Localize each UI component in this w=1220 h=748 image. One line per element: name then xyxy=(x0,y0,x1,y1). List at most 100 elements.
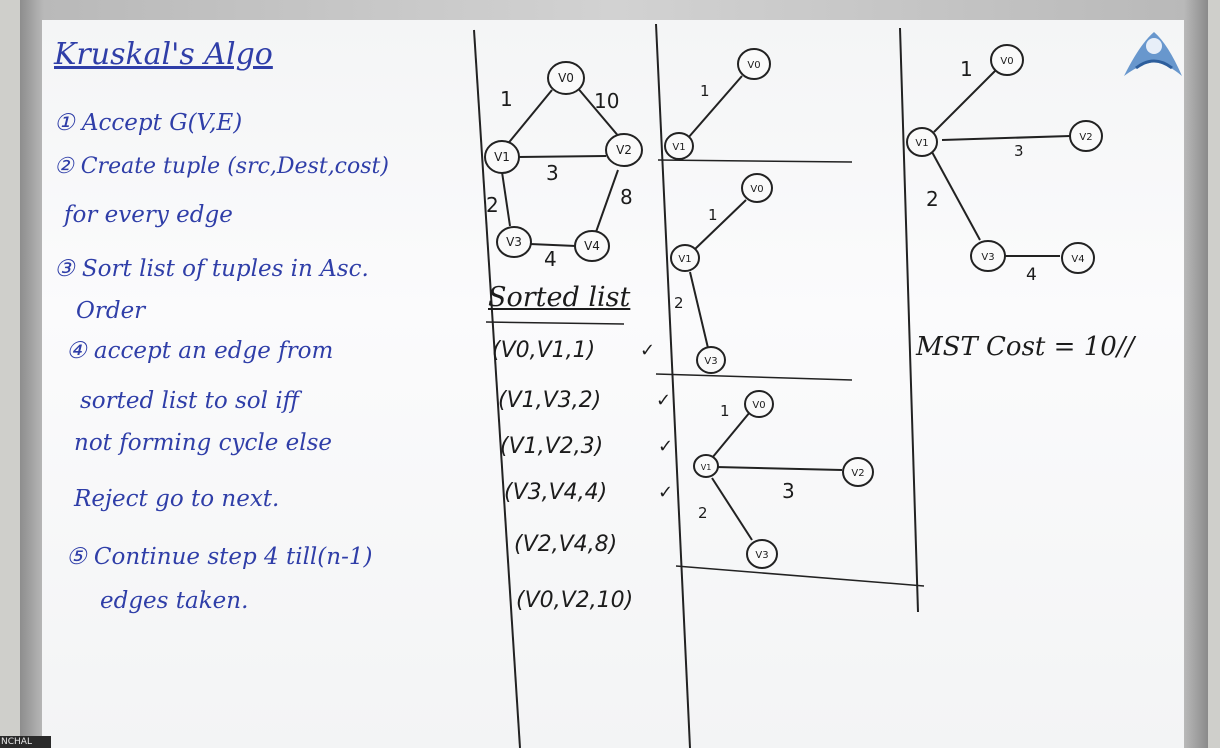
graph-edge-v3-v4 xyxy=(529,243,577,247)
s1-node-v0 xyxy=(737,48,771,80)
s3-edge-v0-v1 xyxy=(711,411,751,459)
final-node-v1 xyxy=(906,127,938,157)
step-3: ③ Sort list of tuples in Asc. xyxy=(54,256,369,282)
graph-node-v3 xyxy=(496,226,532,258)
step-3-cont: Order xyxy=(76,298,146,324)
final-label-v0: V0 xyxy=(1000,56,1013,67)
final-node-v3 xyxy=(970,240,1006,272)
s3-label-v2: V2 xyxy=(851,468,864,479)
s2-label-v3: V3 xyxy=(704,356,717,367)
s1-label-v1: V1 xyxy=(672,142,685,153)
s2-cost-1: 1 xyxy=(708,206,718,224)
sorted-underline xyxy=(485,321,625,325)
step-5-cont: edges taken. xyxy=(100,588,249,614)
s3-edge-v1-v3 xyxy=(711,477,753,541)
s3-node-v0 xyxy=(744,390,774,418)
graph-label-v4: V4 xyxy=(584,239,600,253)
s1-cost: 1 xyxy=(700,82,710,100)
step-4-cont-3: Reject go to next. xyxy=(74,486,280,512)
final-node-v4 xyxy=(1061,242,1095,274)
graph-cost-v0-v1: 1 xyxy=(500,87,513,111)
graph-label-v2: V2 xyxy=(616,143,632,157)
s2-label-v1: V1 xyxy=(678,254,691,265)
final-cost-v1-v2: 3 xyxy=(1014,142,1024,160)
check-2: ✓ xyxy=(656,390,671,411)
final-cost-v0-v1: 1 xyxy=(960,57,973,81)
tuple-4: (V3,V4,4) xyxy=(504,480,608,505)
s2-label-v0: V0 xyxy=(750,184,763,195)
graph-node-v0 xyxy=(547,61,585,95)
graph-cost-v0-v2: 10 xyxy=(594,89,619,113)
step-1: ① Accept G(V,E) xyxy=(54,110,243,136)
final-cost-v3-v4: 4 xyxy=(1026,265,1037,285)
final-label-v4: V4 xyxy=(1071,254,1084,265)
s3-label-v0: V0 xyxy=(752,400,765,411)
step-5: ⑤ Continue step 4 till(n-1) xyxy=(66,544,373,570)
graph-cost-v1-v2: 3 xyxy=(546,161,559,185)
check-4: ✓ xyxy=(658,482,673,503)
s3-label-v1: V1 xyxy=(701,463,712,472)
check-1: ✓ xyxy=(640,340,655,361)
step-2: ② Create tuple (src,Dest,cost) xyxy=(54,154,389,179)
graph-cost-v1-v3: 2 xyxy=(486,193,499,217)
s3-label-v3: V3 xyxy=(755,550,768,561)
s3-edge-v1-v2 xyxy=(715,466,843,471)
divider-1 xyxy=(473,29,521,748)
final-label-v3: V3 xyxy=(981,252,994,263)
graph-node-v4 xyxy=(574,230,610,262)
divider-3 xyxy=(899,27,919,613)
s3-cost-1: 1 xyxy=(720,402,730,420)
s2-node-v1 xyxy=(670,244,700,272)
tuple-6: (V0,V2,10) xyxy=(516,588,634,613)
s2-edge-v1-v3 xyxy=(689,271,709,349)
corner-label: NCHAL xyxy=(0,736,51,748)
graph-edge-v1-v3 xyxy=(501,171,511,227)
step-sep-3 xyxy=(675,565,925,587)
s1-label-v0: V0 xyxy=(747,60,760,71)
tuple-2: (V1,V3,2) xyxy=(498,388,602,413)
graph-label-v3: V3 xyxy=(506,235,522,249)
step-sep-2 xyxy=(655,373,853,381)
divider-2 xyxy=(655,23,691,748)
check-3: ✓ xyxy=(658,436,673,457)
s3-cost-3: 2 xyxy=(698,504,708,522)
step-sep-1 xyxy=(657,159,853,163)
algo-title: Kruskal's Algo xyxy=(54,37,273,72)
step-4: ④ accept an edge from xyxy=(66,338,334,364)
s3-node-v2 xyxy=(842,457,874,487)
brand-logo-icon xyxy=(1124,32,1182,76)
final-label-v2: V2 xyxy=(1079,132,1092,143)
graph-node-v2 xyxy=(605,133,643,167)
s2-cost-2: 2 xyxy=(674,294,684,312)
final-cost-v1-v3: 2 xyxy=(926,187,939,211)
s3-cost-2: 3 xyxy=(782,479,795,503)
graph-label-v0: V0 xyxy=(558,71,574,85)
s3-node-v1 xyxy=(693,454,719,478)
tuple-3: (V1,V2,3) xyxy=(500,434,604,459)
graph-cost-v3-v4: 4 xyxy=(544,247,557,271)
tuple-5: (V2,V4,8) xyxy=(514,532,618,557)
step-2-cont: for every edge xyxy=(64,202,233,228)
s1-edge-v0-v1 xyxy=(687,75,743,139)
graph-label-v1: V1 xyxy=(494,150,510,164)
s2-node-v3 xyxy=(696,346,726,374)
graph-edge-v0-v1 xyxy=(505,89,553,147)
graph-edge-v2-v4 xyxy=(595,169,619,233)
final-label-v1: V1 xyxy=(915,138,928,149)
final-node-v0 xyxy=(990,44,1024,76)
final-edge-v1-v2 xyxy=(941,135,1071,141)
graph-edge-v1-v2 xyxy=(517,155,607,158)
graph-node-v1 xyxy=(484,140,520,174)
step-4-cont-2: not forming cycle else xyxy=(74,430,332,456)
sorted-list-title: Sorted list xyxy=(488,282,631,313)
step-4-cont-1: sorted list to sol iff xyxy=(80,388,299,414)
graph-cost-v2-v4: 8 xyxy=(620,185,633,209)
s3-node-v3 xyxy=(746,539,778,569)
mst-cost: MST Cost = 10// xyxy=(916,332,1135,362)
s1-node-v1 xyxy=(664,132,694,160)
tuple-1: (V0,V1,1) xyxy=(492,338,596,363)
final-edge-v0-v1 xyxy=(933,69,997,133)
s2-node-v0 xyxy=(741,173,773,203)
s2-edge-v0-v1 xyxy=(693,199,747,251)
